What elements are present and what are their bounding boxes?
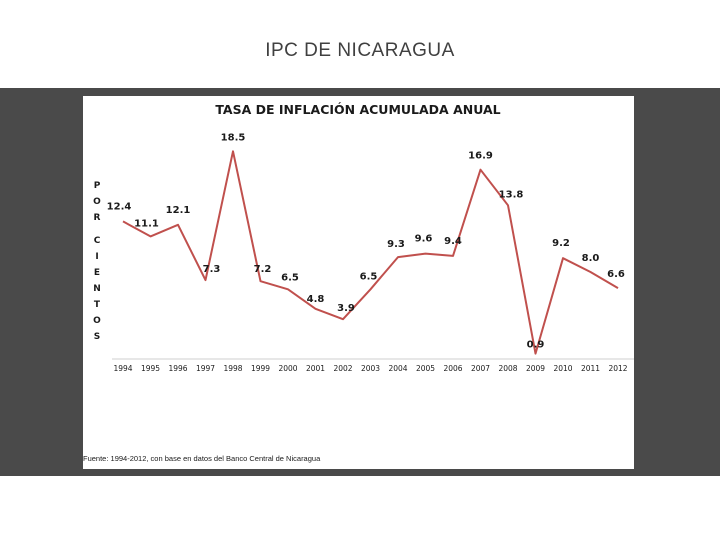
x-tick-label: 1996 — [168, 364, 187, 373]
x-tick-label: 2009 — [526, 364, 545, 373]
data-label: 3.9 — [337, 303, 355, 314]
x-tick-label: 2002 — [333, 364, 352, 373]
data-label: 9.2 — [552, 238, 570, 249]
x-tick-label: 1999 — [251, 364, 270, 373]
x-axis-ticks: 1994 1995 1996 1997 1998 1999 2000 2001 2002 2003… — [113, 364, 627, 373]
chart-title: TASA DE INFLACIÓN ACUMULADA ANUAL — [215, 102, 500, 117]
data-label: 12.4 — [107, 201, 132, 212]
y-axis-label-letter: O — [93, 197, 101, 207]
x-tick-label: 1994 — [113, 364, 132, 373]
y-axis-label-letter: R — [94, 213, 101, 223]
x-tick-label: 2007 — [471, 364, 490, 373]
y-axis-label-letter: E — [94, 268, 100, 278]
y-axis-label-letter: O — [93, 316, 101, 326]
x-tick-label: 2001 — [306, 364, 325, 373]
x-tick-label: 2003 — [361, 364, 380, 373]
data-label: 18.5 — [221, 132, 246, 143]
data-label: 0.9 — [527, 340, 545, 351]
data-label: 7.2 — [254, 264, 272, 275]
x-tick-label: 2010 — [553, 364, 572, 373]
data-labels: 12.411.1 12.1 7.3 18.5 7.2 6.5 4.8 3.9 6.5 9.3 9.6… — [107, 132, 625, 350]
data-label: 8.0 — [582, 253, 600, 264]
data-label: 16.9 — [468, 151, 493, 162]
y-axis-label-letter: N — [93, 284, 101, 294]
x-tick-label: 1998 — [223, 364, 242, 373]
x-tick-label: 2000 — [278, 364, 297, 373]
series-line — [122, 150, 619, 355]
x-tick-label: 2012 — [608, 364, 627, 373]
x-tick-label: 2004 — [388, 364, 407, 373]
data-label: 4.8 — [307, 294, 325, 305]
y-axis-label-letter: T — [94, 300, 101, 310]
data-label: 6.5 — [360, 271, 378, 282]
inflation-line-chart: TASA DE INFLACIÓN ACUMULADA ANUAL PORCIE… — [83, 102, 634, 463]
data-label: 13.8 — [499, 189, 524, 200]
x-tick-label: 2008 — [498, 364, 517, 373]
x-tick-label: 2006 — [443, 364, 462, 373]
x-tick-label: 1995 — [141, 364, 160, 373]
data-label: 6.5 — [281, 272, 299, 283]
y-axis-label-letter: C — [94, 236, 101, 246]
y-axis-label-letter: S — [94, 332, 100, 342]
data-label: 12.1 — [166, 205, 191, 216]
data-label: 9.6 — [415, 234, 433, 245]
data-label: 11.1 — [134, 218, 159, 229]
data-label: 9.3 — [387, 239, 405, 250]
y-axis-label-letter: P — [94, 181, 101, 191]
y-axis-label-letter: I — [95, 252, 98, 262]
slide-title: IPC DE NICARAGUA — [265, 40, 455, 61]
data-label: 6.6 — [607, 269, 625, 280]
x-tick-label: 2005 — [416, 364, 435, 373]
source-note: Fuente: 1994-2012, con base en datos del… — [83, 454, 321, 463]
data-label: 7.3 — [203, 264, 221, 275]
x-tick-label: 2011 — [581, 364, 600, 373]
data-label: 9.4 — [444, 236, 462, 247]
x-tick-label: 1997 — [196, 364, 215, 373]
